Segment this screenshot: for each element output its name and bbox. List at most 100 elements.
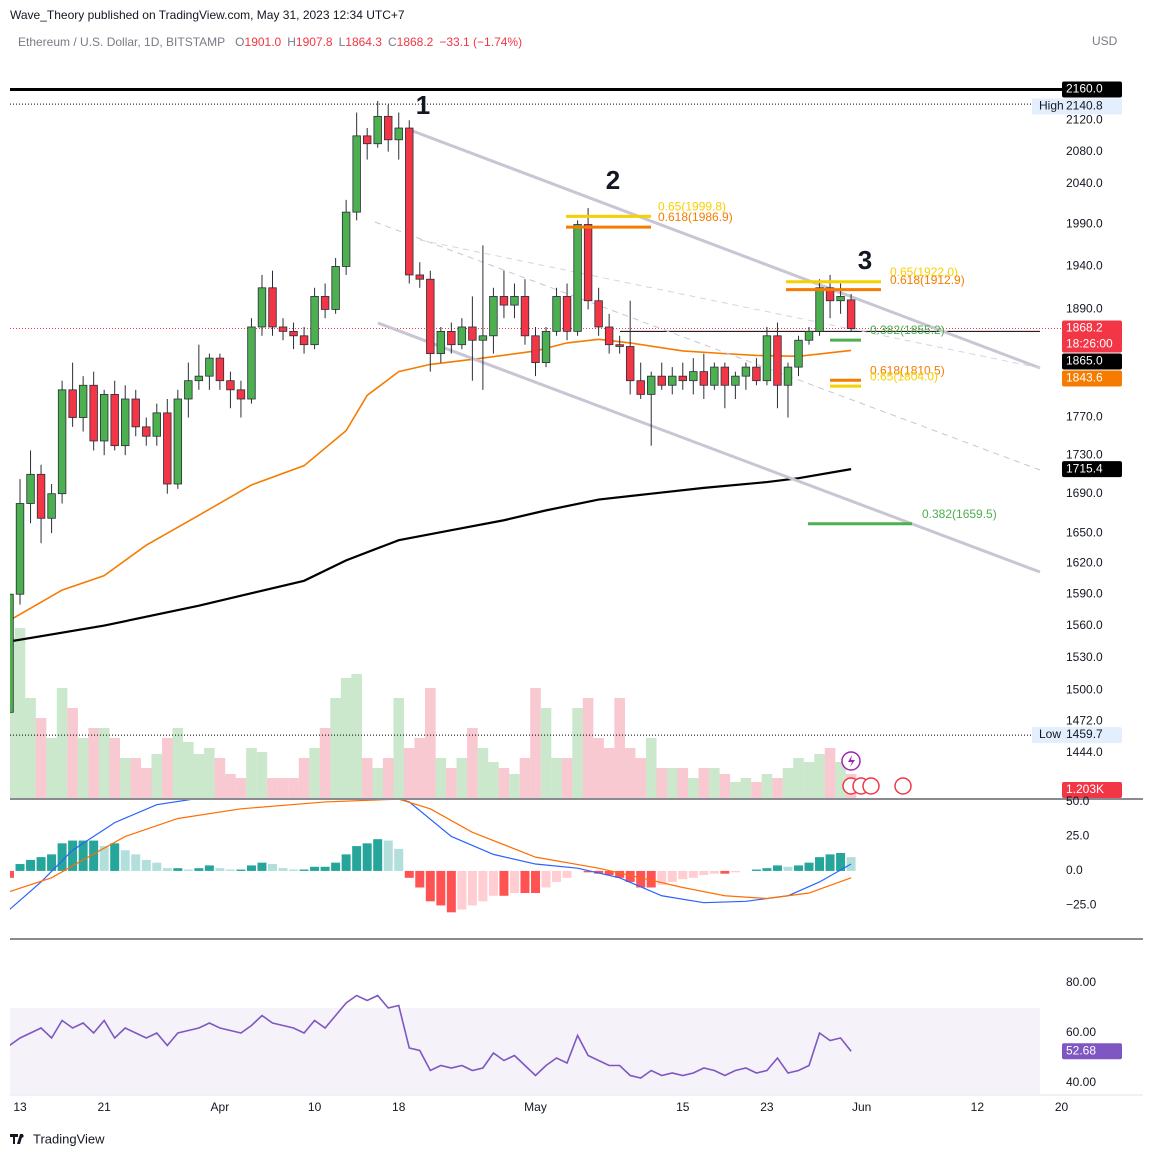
macd-histogram-bar	[404, 870, 414, 878]
volume-bar	[330, 698, 341, 798]
volume-bar	[593, 738, 604, 798]
macd-histogram-bar	[541, 870, 551, 888]
volume-bar	[319, 728, 331, 798]
candle-body	[604, 326, 614, 346]
y-tick-label: 0.0	[1066, 863, 1083, 877]
y-tick-label: 1530.0	[1066, 650, 1103, 664]
volume-bar	[340, 678, 352, 798]
legend-title: Ethereum / U.S. Dollar, 1D, BITSTAMP	[18, 35, 225, 49]
macd-histogram-bar	[562, 870, 572, 878]
price-label-box	[1062, 81, 1122, 98]
candle-body	[373, 115, 382, 145]
price-tag-box	[1032, 98, 1062, 115]
volume-bar	[67, 708, 78, 798]
candle-body	[773, 335, 782, 386]
macd-histogram-bar	[299, 869, 309, 871]
macd-histogram-bar	[236, 869, 246, 871]
volume-bar	[730, 782, 741, 798]
candle-body	[173, 398, 183, 485]
macd-histogram-bar	[709, 870, 719, 874]
macd-line	[10, 800, 852, 910]
macd-histogram-bar	[720, 870, 730, 874]
candle-body	[468, 326, 477, 341]
volume-label-box	[1062, 782, 1122, 798]
volume-bar	[25, 698, 36, 798]
candle-body	[331, 266, 340, 310]
candle-body	[121, 398, 130, 447]
macd-histogram-bar	[341, 854, 351, 871]
volume-bar	[498, 768, 510, 798]
macd-histogram-bar	[625, 870, 635, 882]
macd-histogram-bar	[678, 870, 688, 880]
candle-body	[299, 335, 309, 346]
volume-bar	[372, 768, 383, 798]
publisher: Wave_Theory published on TradingView.com…	[10, 8, 405, 22]
macd-histogram-bar	[688, 870, 698, 878]
labels: Ethereum / U.S. Dollar, 1D, BITSTAMP O190…	[13, 35, 1122, 1114]
volume-bar	[56, 688, 68, 798]
volume-bar	[603, 748, 615, 798]
x-tick-label: 13	[13, 1100, 27, 1114]
volume-bar	[624, 748, 636, 798]
candle-body	[531, 335, 540, 363]
drawings: 0.65(1999.8)0.618(1986.9)0.65(1922.0)0.6…	[10, 90, 1041, 713]
y-tick-label: 1620.0	[1066, 556, 1103, 570]
macd-histogram-bar	[183, 869, 193, 871]
candle-body	[594, 300, 603, 328]
candle-body	[815, 287, 824, 332]
macd-histogram-bar	[762, 868, 772, 871]
macd-histogram-bar	[604, 870, 614, 876]
candle-body	[320, 296, 330, 310]
macd-histogram-bar	[289, 869, 299, 871]
candle-body	[36, 473, 46, 519]
y-tick-label: 2040.0	[1066, 176, 1103, 190]
macd-histogram-bar	[89, 840, 99, 871]
volume-bar	[835, 762, 846, 798]
macd-histogram-bar	[383, 840, 393, 871]
macd-histogram-bar	[783, 866, 793, 871]
candle-body	[341, 211, 351, 267]
moving-average	[10, 468, 852, 643]
volume-bar	[14, 628, 26, 798]
macd-histogram-bar	[78, 840, 88, 871]
candle-body	[89, 384, 98, 442]
macd-histogram-bar	[373, 839, 383, 871]
macd-histogram-bar	[815, 857, 825, 871]
volume-bar	[509, 774, 520, 798]
volume-bar	[172, 728, 184, 798]
macd-histogram-bar	[646, 870, 656, 888]
candle-body	[278, 326, 288, 332]
macd-histogram-bar	[667, 870, 677, 882]
volume-bar	[561, 758, 573, 798]
price-label-box	[1062, 320, 1122, 353]
fib-label: 0.65(1804.0)	[870, 369, 938, 383]
candle-body	[573, 224, 582, 332]
volume-bar	[467, 728, 478, 798]
macd-histogram-bar	[425, 870, 435, 902]
volume-bar	[530, 688, 541, 798]
volume-bar	[309, 748, 320, 798]
volume-bar	[645, 738, 657, 798]
rsi-pane	[10, 994, 1040, 1094]
y-tick-label: 1770.0	[1066, 410, 1103, 424]
volume-bar	[35, 718, 47, 798]
candle-body	[552, 296, 561, 332]
macd-histogram-bar	[352, 846, 362, 871]
event-icon	[894, 777, 912, 795]
price-tag: High	[1039, 99, 1064, 113]
y-tick-label: 50.0	[1066, 794, 1090, 808]
event-icon	[848, 755, 855, 767]
candle-body	[625, 346, 635, 382]
macd-histogram-bar	[436, 870, 446, 906]
y-tick-label: 1940.0	[1066, 259, 1103, 273]
volume-bar	[288, 778, 299, 798]
y-tick-label: 1690.0	[1066, 486, 1103, 500]
macd-histogram-bar	[278, 868, 288, 871]
candle-body	[415, 274, 424, 280]
volume-bar	[751, 782, 762, 798]
macd-histogram-bar	[509, 870, 519, 894]
y-tick-label: −25.0	[1066, 898, 1097, 912]
candle-body	[352, 135, 361, 213]
volume-bar	[456, 758, 468, 798]
candle-body	[541, 330, 551, 363]
